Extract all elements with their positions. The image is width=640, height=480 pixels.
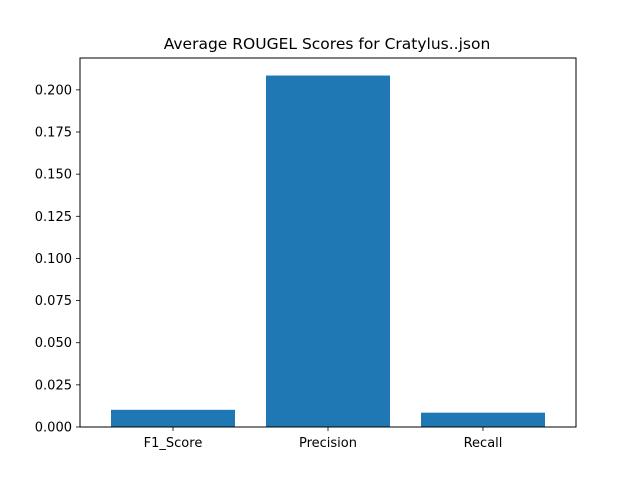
plot-frame bbox=[79, 57, 577, 428]
x-tick-label: F1_Score bbox=[144, 436, 203, 451]
y-tick-label: 0.075 bbox=[35, 294, 72, 309]
y-axis: 0.000 0.025 0.050 0.075 0.100 0.125 0.150 0.175… bbox=[35, 83, 80, 436]
y-tick-label: 0.175 bbox=[35, 126, 72, 141]
bars-group bbox=[111, 75, 545, 427]
y-tick-label: 0.025 bbox=[35, 378, 72, 393]
y-tick-label: 0.200 bbox=[35, 83, 72, 98]
x-axis: F1_Score Precision Recall bbox=[144, 427, 503, 451]
bar-f1-score bbox=[111, 409, 235, 427]
y-tick-label: 0.150 bbox=[35, 168, 72, 183]
x-tick-label: Precision bbox=[299, 436, 357, 451]
y-tick-label: 0.100 bbox=[35, 252, 72, 267]
y-tick-label: 0.000 bbox=[35, 421, 72, 436]
bar-precision bbox=[266, 75, 390, 427]
x-tick-label: Recall bbox=[464, 436, 503, 451]
y-tick-label: 0.125 bbox=[35, 210, 72, 225]
y-tick-label: 0.050 bbox=[35, 336, 72, 351]
bar-recall bbox=[421, 412, 545, 427]
chart-title: Average ROUGEL Scores for Cratylus..json bbox=[164, 35, 491, 53]
